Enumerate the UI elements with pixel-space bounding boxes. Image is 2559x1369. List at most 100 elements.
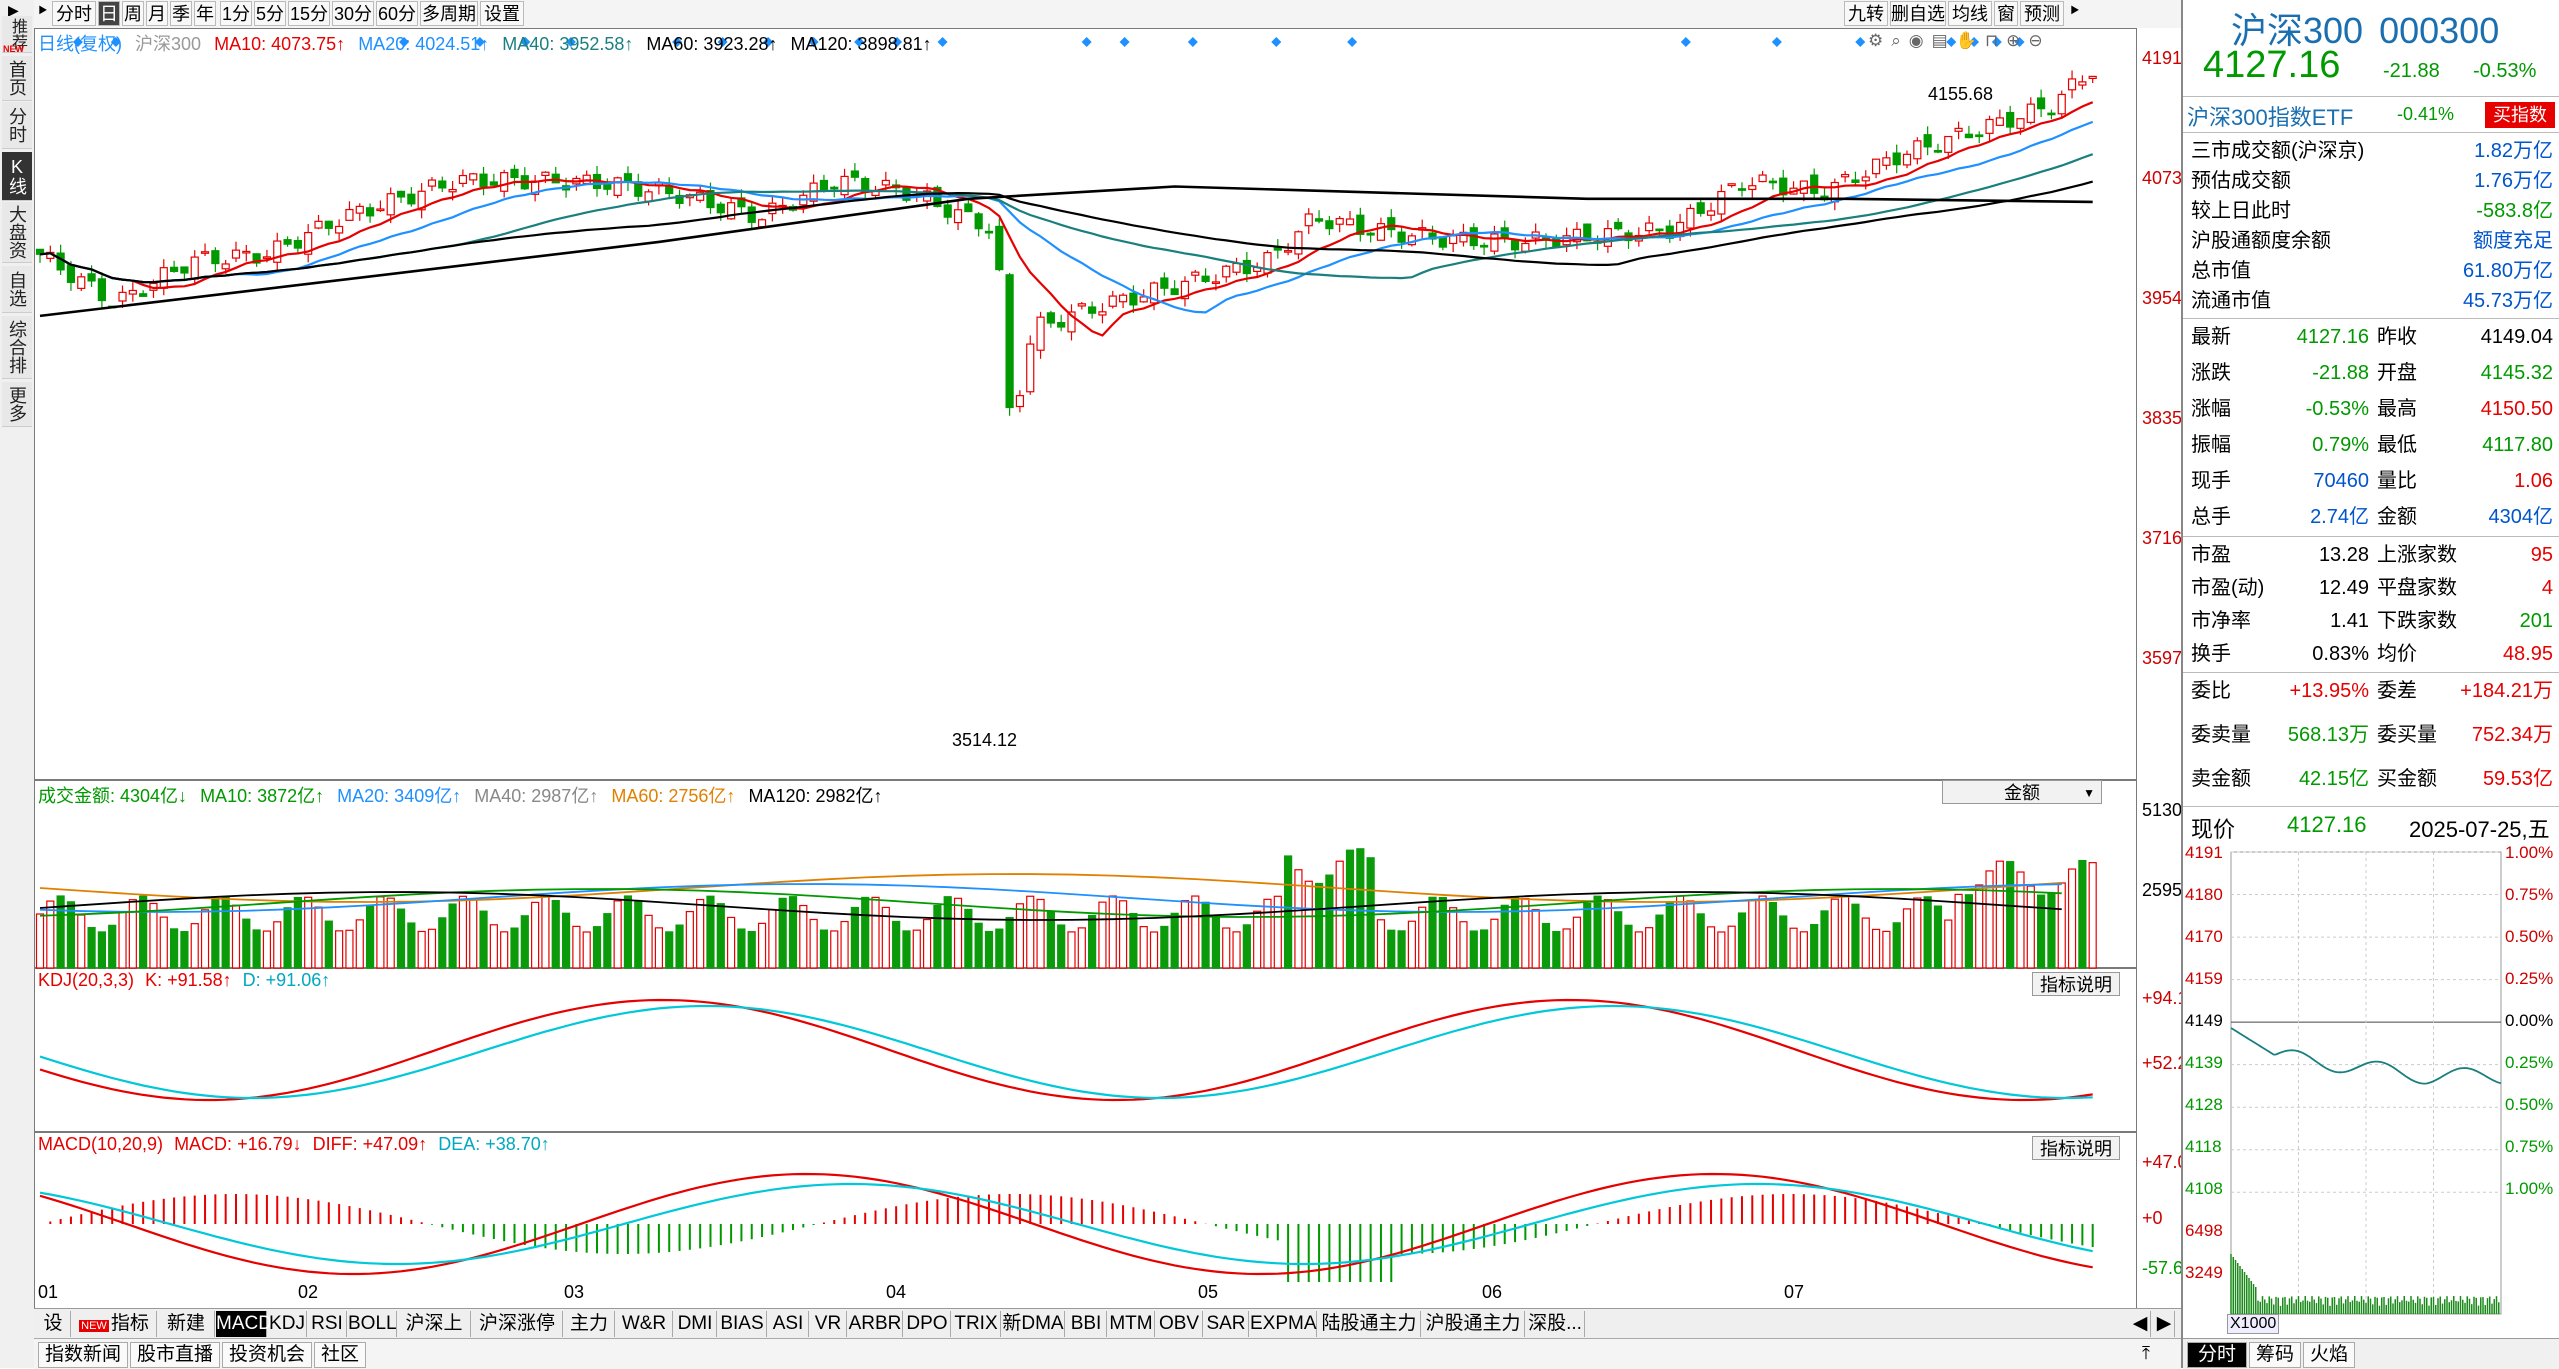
rail-item-recommend[interactable]: 推荐 <box>2 16 32 53</box>
toolbar-ma-lines[interactable]: 均线 <box>1948 1 1992 26</box>
indicator-tab-24[interactable]: 陆股通主力资金 <box>1318 1311 1421 1360</box>
rail-item-market-data[interactable]: 大盘资料 <box>2 202 32 263</box>
period-1min[interactable]: 1分 <box>220 1 252 26</box>
eye-icon[interactable]: ◉ <box>1908 31 1932 50</box>
x-axis-label: 01 <box>38 1282 59 1302</box>
indicator-tab-10[interactable]: W&R <box>616 1311 673 1337</box>
period-5min[interactable]: 5分 <box>254 1 286 26</box>
candle-body <box>1614 221 1623 230</box>
indicator-tab-26[interactable]: 深股... <box>1526 1311 1585 1337</box>
zoom-in-icon[interactable]: ⊕ <box>2006 31 2029 50</box>
scroll-top-icon[interactable]: ⤒ <box>2142 1343 2150 1363</box>
indicator-tab-3[interactable]: MACD <box>216 1311 272 1337</box>
period-year[interactable]: 年 <box>194 1 216 26</box>
indicator-tab-14[interactable]: VR <box>810 1311 847 1337</box>
toolbar-left-arrow-icon[interactable]: ⯈ <box>36 3 49 20</box>
hand-icon[interactable]: ✋ <box>1955 31 1985 50</box>
period-30min[interactable]: 30分 <box>332 1 374 26</box>
indicator-tab-25[interactable]: 沪股通主力资金 <box>1422 1311 1525 1360</box>
indicator-tab-0[interactable]: 设置 <box>36 1311 71 1360</box>
indicator-tab-18[interactable]: 新DMA <box>1002 1311 1065 1337</box>
period-intraday[interactable]: 分时 <box>52 1 96 26</box>
volume-bar <box>1387 929 1396 969</box>
rail-item-intraday[interactable]: 分时图 <box>2 102 32 149</box>
settings-icon[interactable]: ⚙ <box>1868 31 1892 50</box>
buy-index-button[interactable]: 买指数 <box>2485 102 2555 128</box>
toolbar-settings[interactable]: 设置 <box>480 1 524 26</box>
candle-body <box>1015 395 1025 408</box>
rail-item-home[interactable]: 首页 <box>2 56 32 101</box>
indicator-tab-4[interactable]: KDJ <box>268 1311 307 1337</box>
volume-bar <box>1108 895 1117 969</box>
volume-bar <box>912 929 921 969</box>
indicator-tab-6[interactable]: BOLL <box>348 1311 397 1337</box>
mini-tab-chips[interactable]: 筹码 <box>2249 1342 2301 1368</box>
indicator-tab-8[interactable]: 沪深涨停数 <box>472 1311 563 1360</box>
period-day[interactable]: 日 <box>98 1 120 26</box>
volume-bar <box>1655 914 1664 969</box>
kdj-help-button[interactable]: 指标说明 <box>2032 972 2120 996</box>
period-15min[interactable]: 15分 <box>288 1 330 26</box>
rail-item-kline[interactable]: K线图 <box>2 152 32 201</box>
trash-icon[interactable]: ▤ <box>1931 31 1956 50</box>
indicator-tab-13[interactable]: ASI <box>768 1311 809 1337</box>
footer-tab-opportunity[interactable]: 投资机会 <box>222 1342 312 1368</box>
indicator-tab-5[interactable]: RSI <box>308 1311 347 1337</box>
tabs-next-icon[interactable]: ▶ <box>2154 1311 2175 1337</box>
macd-help-button[interactable]: 指标说明 <box>2032 1136 2120 1160</box>
rail-item-more[interactable]: 更多 <box>2 382 32 427</box>
toolbar-right-arrow-icon[interactable]: ⯈ <box>2068 3 2081 20</box>
rail-item-ranking[interactable]: 综合排名 <box>2 316 32 379</box>
legend-ma10: MA10: 4073.75↑ <box>214 34 346 54</box>
indicator-tab-20[interactable]: MTM <box>1108 1311 1155 1337</box>
footer-tab-live[interactable]: 股市直播 <box>130 1342 220 1368</box>
zoom-icon[interactable]: ⌕ <box>1891 31 1909 50</box>
toolbar-jiuzhuan[interactable]: 九转 <box>1844 1 1888 26</box>
indicator-tab-16[interactable]: DPO <box>904 1311 951 1337</box>
indicator-tab-23[interactable]: EXPMA <box>1250 1311 1317 1337</box>
period-multi[interactable]: 多周期 <box>420 1 478 26</box>
indicator-tab-2[interactable]: 新建 <box>158 1311 215 1337</box>
toolbar-remove-watchlist[interactable]: 删自选 <box>1890 1 1946 26</box>
volume-bar <box>1562 928 1571 969</box>
mini-tab-flame[interactable]: 火焰 <box>2303 1342 2355 1368</box>
period-quarter[interactable]: 季 <box>170 1 192 26</box>
indicator-tab-11[interactable]: DMI <box>674 1311 717 1337</box>
volume-type-select[interactable]: 金额 ▼ <box>1942 780 2102 804</box>
etf-link[interactable]: 沪深300指数ETF <box>2187 105 2354 130</box>
vol-legend-total: 成交金额: 4304亿↓ <box>38 786 188 806</box>
zoom-out-icon[interactable]: ⊖ <box>2028 31 2051 50</box>
volume-bar <box>788 896 798 969</box>
indicator-tab-7[interactable]: 沪深上涨数 <box>398 1311 471 1360</box>
collapse-arrow-icon[interactable]: ▶ <box>8 2 19 18</box>
quote-row: 委比 +13.95% 委差 +184.21万 <box>2187 676 2557 706</box>
mini-y-label-pct: 0.75% <box>2505 1137 2553 1156</box>
footer-tab-index-news[interactable]: 指数新闻 <box>38 1342 128 1368</box>
period-month[interactable]: 月 <box>146 1 168 26</box>
indicator-tab-1[interactable]: NEW指标广场 <box>72 1311 157 1362</box>
indicator-tab-21[interactable]: OBV <box>1156 1311 1203 1337</box>
kline-chart-svg[interactable] <box>34 28 2137 1282</box>
candle-body <box>1964 133 1974 139</box>
indicator-tab-22[interactable]: SAR <box>1204 1311 1249 1337</box>
footer-tab-community[interactable]: 社区 <box>314 1342 366 1368</box>
indicator-tab-12[interactable]: BIAS <box>718 1311 767 1337</box>
indicator-tab-17[interactable]: TRIX <box>952 1311 1001 1337</box>
intraday-mini-chart[interactable]: 4191 4180 4170 4159 4149 4139 4128 4118 4108 6498… <box>2183 842 2559 1338</box>
indicator-tab-9[interactable]: 主力 <box>564 1311 615 1337</box>
indicator-tab-19[interactable]: BBI <box>1066 1311 1107 1337</box>
period-60min[interactable]: 60分 <box>376 1 418 26</box>
toolbar-window[interactable]: 窗 <box>1994 1 2018 26</box>
lock-icon[interactable]: ⊓ <box>1984 31 2007 50</box>
candle-body <box>1892 152 1901 166</box>
mini-tab-intraday[interactable]: 分时 <box>2187 1342 2247 1368</box>
volume-bar <box>1830 898 1839 969</box>
price-panel[interactable] <box>34 28 2137 780</box>
indicator-tab-15[interactable]: ARBR <box>848 1311 903 1337</box>
chart-area[interactable]: 日线(复权) 沪深300 MA10: 4073.75↑ MA20: 4024.5… <box>34 28 2198 1312</box>
tabs-prev-icon[interactable]: ◀ <box>2130 1311 2151 1337</box>
toolbar-forecast[interactable]: 预测 <box>2020 1 2064 26</box>
rail-item-watchlist[interactable]: 自选股 <box>2 266 32 313</box>
volume-bar <box>252 929 261 969</box>
period-week[interactable]: 周 <box>122 1 144 26</box>
